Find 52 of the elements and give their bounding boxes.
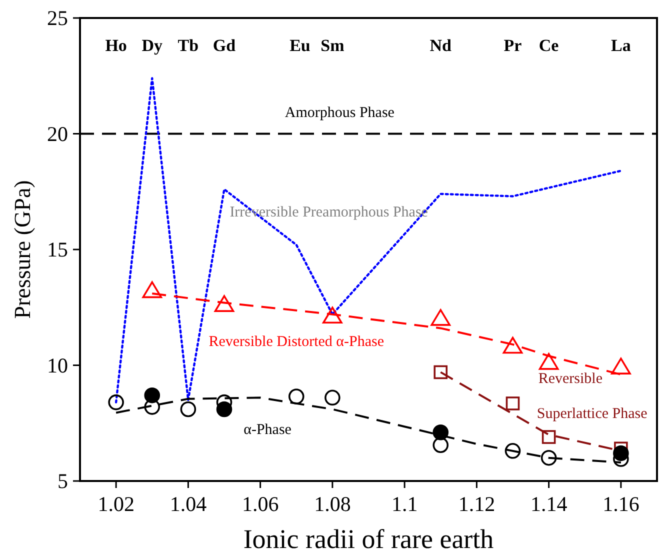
annotation: La bbox=[611, 36, 632, 55]
annotation: Reversible Distorted α-Phase bbox=[208, 334, 384, 350]
point bbox=[611, 358, 631, 374]
x-tick-label: 1.12 bbox=[458, 492, 496, 516]
y-tick-label: 5 bbox=[58, 469, 68, 493]
x-tick-label: 1.14 bbox=[530, 492, 568, 516]
point bbox=[540, 450, 557, 466]
point bbox=[144, 387, 160, 404]
y-tick-label: 25 bbox=[47, 6, 68, 30]
x-tick-label: 1.06 bbox=[242, 492, 279, 516]
point bbox=[142, 281, 162, 298]
x-tick-label: 1.04 bbox=[170, 492, 208, 516]
point bbox=[322, 306, 342, 324]
x-tick-label: 1.08 bbox=[314, 492, 351, 516]
x-tick-label: 1.02 bbox=[98, 492, 134, 516]
point bbox=[542, 430, 556, 444]
x-tick-label: 1.1 bbox=[391, 492, 418, 516]
point bbox=[144, 399, 160, 415]
annotation: Reversible bbox=[538, 371, 603, 388]
annotation: Nd bbox=[430, 36, 452, 55]
point bbox=[430, 309, 451, 326]
point bbox=[613, 445, 629, 462]
y-tick-label: 10 bbox=[47, 353, 68, 378]
annotation: Tb bbox=[178, 36, 199, 55]
annotation: Eu bbox=[290, 36, 310, 55]
annotation: Pr bbox=[504, 36, 522, 55]
annotation: Ho bbox=[105, 36, 127, 55]
y-tick-label: 20 bbox=[47, 122, 68, 146]
x-axis-title: Ionic radii of rare earth bbox=[243, 524, 494, 554]
point bbox=[538, 353, 559, 370]
point bbox=[434, 365, 448, 380]
annotation: Dy bbox=[142, 36, 164, 55]
point bbox=[214, 295, 234, 312]
annotation: Gd bbox=[212, 36, 236, 55]
annotation: Sm bbox=[320, 36, 344, 55]
point bbox=[108, 394, 124, 410]
y-tick-label: 15 bbox=[47, 238, 68, 262]
annotation: Superlattice Phase bbox=[536, 406, 648, 422]
point bbox=[288, 388, 304, 404]
point bbox=[432, 437, 449, 454]
point bbox=[504, 443, 521, 459]
point bbox=[432, 424, 449, 440]
point bbox=[502, 336, 523, 354]
annotation: α-Phase bbox=[244, 422, 292, 438]
point bbox=[180, 401, 196, 418]
point bbox=[506, 396, 520, 410]
x-tick-label: 1.16 bbox=[602, 492, 640, 516]
point bbox=[216, 401, 232, 418]
point bbox=[324, 390, 340, 406]
annotation: Ce bbox=[538, 36, 560, 55]
annotation: Amorphous Phase bbox=[284, 104, 395, 121]
y-axis-title: Pressure (GPa) bbox=[10, 180, 35, 319]
